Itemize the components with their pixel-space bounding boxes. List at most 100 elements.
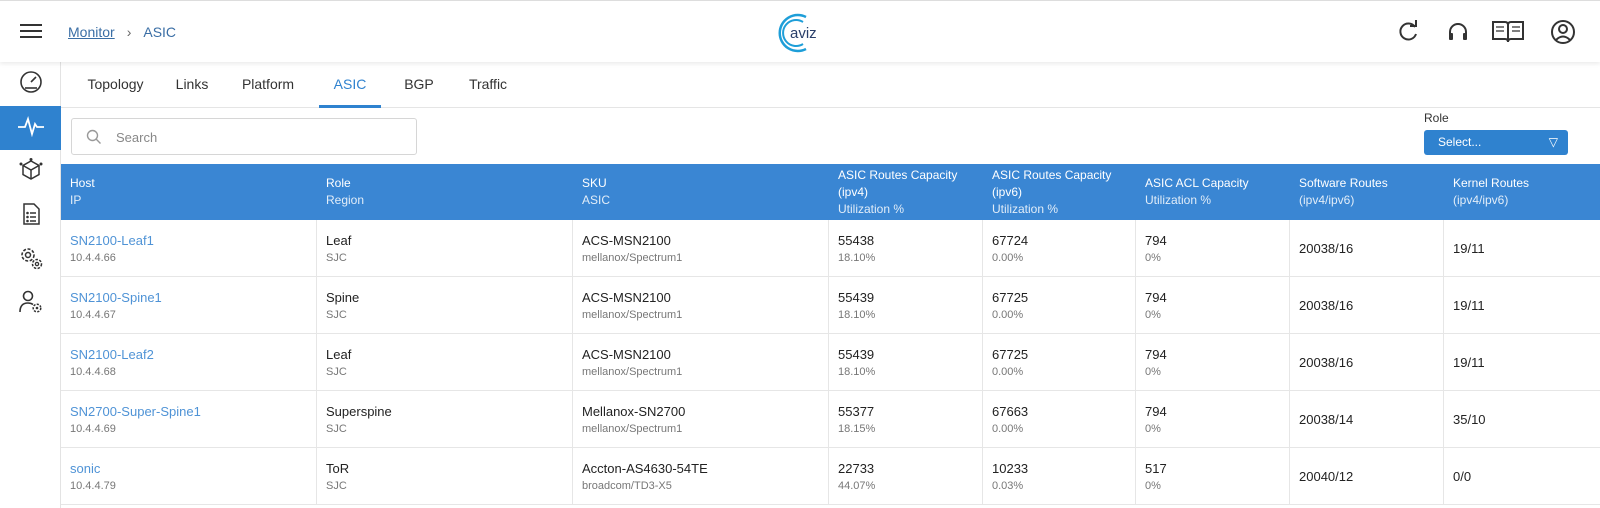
col-asic-ipv4-title: ASIC Routes Capacity (838, 167, 958, 182)
asic-value: mellanox/Spectrum1 (582, 308, 683, 321)
sidebar-item-monitor[interactable] (0, 106, 61, 150)
ipv4-utilization: 44.07% (838, 479, 876, 492)
host-ip: 10.4.4.69 (70, 422, 116, 435)
col-asic-ipv6-title: ASIC Routes Capacity (992, 167, 1112, 182)
cell-ipv4-capacity: 55439 18.10% (829, 334, 983, 391)
table-row[interactable]: SN2100-Leaf2 10.4.4.68 Leaf SJC ACS-MSN210… (61, 334, 1600, 391)
col-asic-ipv4-title2: (ipv4) (838, 184, 869, 199)
tab-links[interactable]: Links (175, 76, 209, 92)
cell-kernel-routes: 35/10 (1444, 391, 1600, 448)
col-asic-ipv4[interactable]: ASIC Routes Capacity (ipv4) Utilization … (829, 164, 983, 220)
col-software-routes-sub: (ipv4/ipv6) (1299, 193, 1355, 207)
breadcrumb-monitor-link[interactable]: Monitor (68, 24, 115, 40)
ipv4-capacity-value: 55439 (838, 289, 875, 305)
headset-icon[interactable] (1443, 17, 1473, 47)
tab-asic[interactable]: ASIC (319, 62, 381, 108)
acl-capacity-value: 517 (1145, 460, 1167, 476)
ipv6-capacity-value: 67663 (992, 403, 1029, 419)
asic-value: mellanox/Spectrum1 (582, 365, 683, 378)
breadcrumb-current: ASIC (143, 24, 177, 40)
sidebar-item-config[interactable] (0, 194, 61, 238)
docs-book-icon[interactable] (1490, 16, 1526, 46)
acl-utilization: 0% (1145, 251, 1161, 264)
user-settings-icon (17, 288, 45, 321)
account-icon[interactable] (1548, 17, 1578, 47)
region-value: SJC (326, 365, 347, 378)
search-input[interactable] (116, 126, 396, 148)
tab-platform[interactable]: Platform (241, 76, 295, 92)
cell-host: SN2100-Spine1 10.4.4.67 (61, 277, 317, 334)
table-row[interactable]: SN2100-Leaf1 10.4.4.66 Leaf SJC ACS-MSN210… (61, 220, 1600, 277)
kernel-routes-value: 19/11 (1453, 297, 1485, 313)
col-sku[interactable]: SKU ASIC (573, 164, 829, 220)
svg-text:aviz: aviz (790, 25, 817, 42)
col-role[interactable]: Role Region (317, 164, 573, 220)
sku-value: ACS-MSN2100 (582, 232, 671, 248)
tab-topology[interactable]: Topology (87, 76, 144, 92)
role-value: Leaf (326, 232, 352, 248)
cell-kernel-routes: 19/11 (1444, 334, 1600, 391)
host-link[interactable]: SN2100-Spine1 (70, 289, 162, 305)
host-ip: 10.4.4.67 (70, 308, 116, 321)
host-link[interactable]: sonic (70, 460, 101, 476)
ipv6-utilization: 0.03% (992, 479, 1024, 492)
software-routes-value: 20038/16 (1299, 354, 1354, 370)
table-row[interactable]: SN2700-Super-Spine1 10.4.4.69 Superspine S… (61, 391, 1600, 448)
cell-ipv4-capacity: 55377 18.15% (829, 391, 983, 448)
kernel-routes-value: 19/11 (1453, 354, 1485, 370)
ipv6-capacity-value: 10233 (992, 460, 1029, 476)
table-row[interactable]: SN2100-Spine1 10.4.4.67 Spine SJC ACS-MSN2… (61, 277, 1600, 334)
sidebar-item-users[interactable] (0, 282, 61, 326)
software-routes-value: 20038/14 (1299, 411, 1354, 427)
sidebar-item-dashboard[interactable] (0, 62, 61, 106)
host-link[interactable]: SN2100-Leaf1 (70, 232, 154, 248)
col-kernel-routes[interactable]: Kernel Routes (ipv4/ipv6) (1444, 164, 1600, 220)
role-select[interactable]: Select... ▽ (1424, 130, 1568, 155)
col-acl-sub: Utilization % (1145, 193, 1212, 207)
cell-ipv6-capacity: 67663 0.00% (983, 391, 1136, 448)
col-software-routes[interactable]: Software Routes (ipv4/ipv6) (1290, 164, 1444, 220)
host-link[interactable]: SN2700-Super-Spine1 (70, 403, 201, 419)
ipv4-utilization: 18.10% (838, 251, 876, 264)
refresh-icon[interactable] (1393, 17, 1423, 47)
cell-ipv6-capacity: 67724 0.00% (983, 220, 1136, 277)
cell-acl-capacity: 517 0% (1136, 448, 1290, 505)
search-box (71, 118, 417, 155)
software-routes-value: 20038/16 (1299, 240, 1354, 256)
table-row[interactable]: sonic 10.4.4.79 ToR SJC Accton-AS4630-54TE… (61, 448, 1600, 505)
col-role-sub: Region (326, 193, 365, 207)
search-icon (86, 129, 102, 145)
asic-value: mellanox/Spectrum1 (582, 251, 683, 264)
ipv4-capacity-value: 55438 (838, 232, 875, 248)
ipv6-utilization: 0.00% (992, 308, 1024, 321)
cell-software-routes: 20040/12 (1290, 448, 1444, 505)
col-asic-ipv4-sub: Utilization % (838, 201, 905, 216)
tab-bgp[interactable]: BGP (404, 76, 434, 92)
acl-capacity-value: 794 (1145, 232, 1167, 248)
sidebar-item-settings[interactable] (0, 238, 61, 282)
network-cube-icon (18, 157, 44, 188)
ipv4-capacity-value: 55377 (838, 403, 875, 419)
col-asic-ipv6[interactable]: ASIC Routes Capacity (ipv6) Utilization … (983, 164, 1136, 220)
role-value: Superspine (326, 403, 392, 419)
ipv6-utilization: 0.00% (992, 422, 1024, 435)
cell-role: Leaf SJC (317, 334, 573, 391)
cell-kernel-routes: 0/0 (1444, 448, 1600, 505)
cell-ipv6-capacity: 67725 0.00% (983, 334, 1136, 391)
sidebar-item-network[interactable] (0, 150, 61, 194)
ipv6-utilization: 0.00% (992, 251, 1024, 264)
tab-traffic[interactable]: Traffic (468, 76, 508, 92)
acl-utilization: 0% (1145, 479, 1161, 492)
col-acl[interactable]: ASIC ACL Capacity Utilization % (1136, 164, 1290, 220)
col-host[interactable]: Host IP (61, 164, 317, 220)
host-link[interactable]: SN2100-Leaf2 (70, 346, 154, 362)
cell-role: ToR SJC (317, 448, 573, 505)
filter-triangle-icon: ▽ (1548, 135, 1558, 149)
tab-bar: Topology Links Platform ASIC BGP Traffic (61, 62, 1600, 108)
acl-capacity-value: 794 (1145, 403, 1167, 419)
breadcrumb-separator: › (126, 24, 132, 40)
role-value: ToR (326, 460, 350, 476)
hamburger-menu-icon[interactable] (20, 21, 42, 43)
col-acl-title: ASIC ACL Capacity (1145, 176, 1249, 190)
asic-table: Host IP Role Region SKU ASIC ASIC Routes… (61, 164, 1600, 505)
